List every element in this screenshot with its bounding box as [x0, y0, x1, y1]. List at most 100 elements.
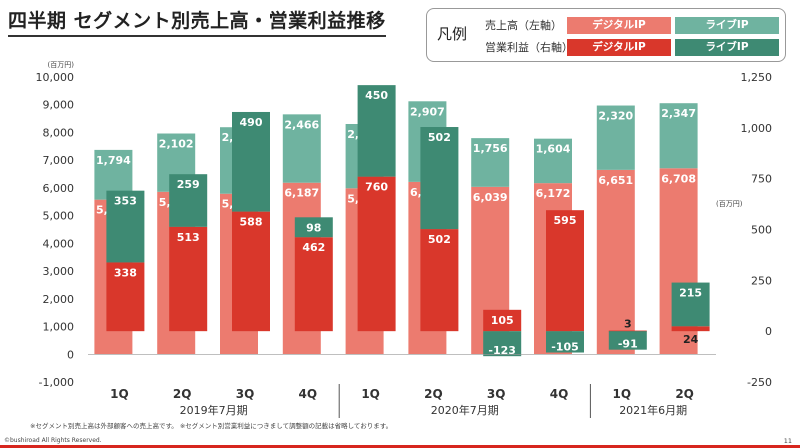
- right-tick-label: 500: [751, 224, 772, 237]
- right-tick-label: 1,000: [741, 122, 773, 135]
- profit-digital-bar: [357, 176, 396, 332]
- profit-live-label: 259: [177, 178, 200, 191]
- profit-live-bar: [483, 331, 522, 357]
- sales-live-label: 1,794: [96, 154, 131, 167]
- profit-digital-bar: [232, 211, 270, 332]
- legend-title: 凡例: [437, 25, 468, 43]
- sales-digital-label: 6,172: [536, 187, 571, 200]
- profit-digital-bar: [106, 262, 145, 332]
- sales-live-bar: [534, 138, 572, 184]
- sales-live-label: 2,466: [284, 118, 319, 131]
- footnote: ※セグメント別売上高は外部顧客への売上高です。 ※セグメント別営業利益につきまし…: [30, 422, 393, 430]
- sales-live-bar: [659, 103, 698, 169]
- profit-digital-label: 595: [554, 214, 577, 227]
- category-label: 2Q: [424, 387, 443, 401]
- profit-live-label: 98: [306, 221, 321, 234]
- profit-live-bar: [294, 217, 333, 238]
- profit-digital-label: 24: [683, 333, 699, 346]
- profit-digital-bar: [294, 237, 333, 332]
- legend-profit-label: 営業利益（右軸）: [485, 41, 573, 54]
- profit-live-label: 215: [679, 287, 702, 300]
- sales-live-label: 2,102: [159, 138, 194, 151]
- right-tick-label: 250: [751, 274, 772, 287]
- category-label: 1Q: [361, 387, 380, 401]
- sales-digital-label: 6,187: [284, 187, 319, 200]
- category-label: 4Q: [299, 387, 318, 401]
- profit-digital-bar: [420, 229, 459, 332]
- profit-live-bar: [106, 190, 145, 263]
- legend-box: 凡例 売上高（左軸） 営業利益（右軸） デジタルIP ライブIP デジタルIP …: [426, 8, 786, 62]
- right-tick-label: -250: [747, 376, 772, 389]
- sales-live-label: 2,347: [661, 107, 696, 120]
- profit-digital-label: 338: [114, 266, 137, 279]
- left-tick-label: 1,000: [43, 321, 75, 334]
- sales-digital-label: 6,039: [473, 191, 508, 204]
- category-label: 2Q: [675, 387, 694, 401]
- sales-digital-label: 6,651: [598, 174, 633, 187]
- profit-digital-label: 3: [624, 318, 632, 331]
- left-tick-label: 0: [67, 348, 74, 361]
- sales-live-label: 2,907: [410, 105, 445, 118]
- left-tick-label: 9,000: [43, 99, 75, 112]
- profit-digital-label: 462: [302, 241, 325, 254]
- legend-profit-digital: デジタルIP: [567, 39, 671, 56]
- page-title: 四半期 セグメント別売上高・営業利益推移: [8, 6, 386, 37]
- profit-live-label: -123: [488, 344, 516, 357]
- profit-digital-bar: [483, 309, 522, 332]
- category-label: 1Q: [110, 387, 129, 401]
- profit-live-label: 353: [114, 195, 137, 208]
- copyright: ©bushiroad All Rights Reserved.: [4, 437, 102, 444]
- left-tick-label: 2,000: [43, 293, 75, 306]
- right-axis-unit: (百万円): [716, 200, 743, 208]
- page-number: 11: [783, 437, 792, 445]
- profit-digital-bar: [608, 330, 647, 332]
- left-tick-label: 6,000: [43, 182, 75, 195]
- legend-profit-live: ライブIP: [675, 39, 779, 56]
- profit-digital-label: 502: [428, 233, 451, 246]
- sales-digital-bar: [596, 169, 635, 355]
- sales-live-label: 1,756: [473, 142, 508, 155]
- profit-digital-bar: [169, 226, 208, 332]
- footer: [0, 436, 800, 448]
- profit-live-label: 502: [428, 131, 451, 144]
- profit-live-bar: [420, 127, 459, 230]
- category-label: 1Q: [613, 387, 632, 401]
- left-tick-label: 8,000: [43, 126, 75, 139]
- left-axis-unit: (百万円): [48, 61, 75, 69]
- profit-digital-label: 588: [240, 216, 263, 229]
- category-label: 4Q: [550, 387, 569, 401]
- category-label: 2Q: [173, 387, 192, 401]
- category-label: 3Q: [487, 387, 506, 401]
- sales-digital-label: 6,708: [661, 172, 696, 185]
- left-tick-label: -1,000: [39, 376, 74, 389]
- profit-live-label: -105: [551, 341, 579, 354]
- profit-digital-label: 513: [177, 231, 200, 244]
- profit-live-label: -91: [618, 338, 638, 351]
- sales-live-bar: [471, 138, 510, 187]
- right-tick-label: 0: [765, 325, 772, 338]
- left-tick-label: 4,000: [43, 237, 75, 250]
- right-tick-label: 1,250: [741, 71, 773, 84]
- profit-live-bar: [357, 85, 396, 177]
- legend-sales-digital: デジタルIP: [567, 17, 671, 34]
- footer-bar: [0, 445, 800, 448]
- group-label: 2019年7月期: [180, 403, 248, 417]
- profit-live-bar: [546, 331, 584, 353]
- sales-live-label: 1,604: [536, 143, 571, 156]
- profit-live-bar: [232, 111, 270, 212]
- group-label: 2021年6月期: [619, 403, 687, 417]
- profit-live-bar: [671, 282, 710, 327]
- left-tick-label: 10,000: [36, 71, 75, 84]
- legend-sales-label: 売上高（左軸）: [485, 19, 562, 32]
- profit-digital-label: 105: [491, 314, 514, 327]
- profit-live-bar: [608, 331, 647, 350]
- group-label: 2020年7月期: [431, 403, 499, 417]
- legend-sales-live: ライブIP: [675, 17, 779, 34]
- profit-digital-bar: [671, 326, 710, 332]
- sales-live-bar: [282, 114, 321, 183]
- profit-digital-label: 760: [365, 181, 388, 194]
- left-tick-label: 7,000: [43, 154, 75, 167]
- sales-live-label: 2,320: [598, 110, 633, 123]
- left-tick-label: 5,000: [43, 210, 75, 223]
